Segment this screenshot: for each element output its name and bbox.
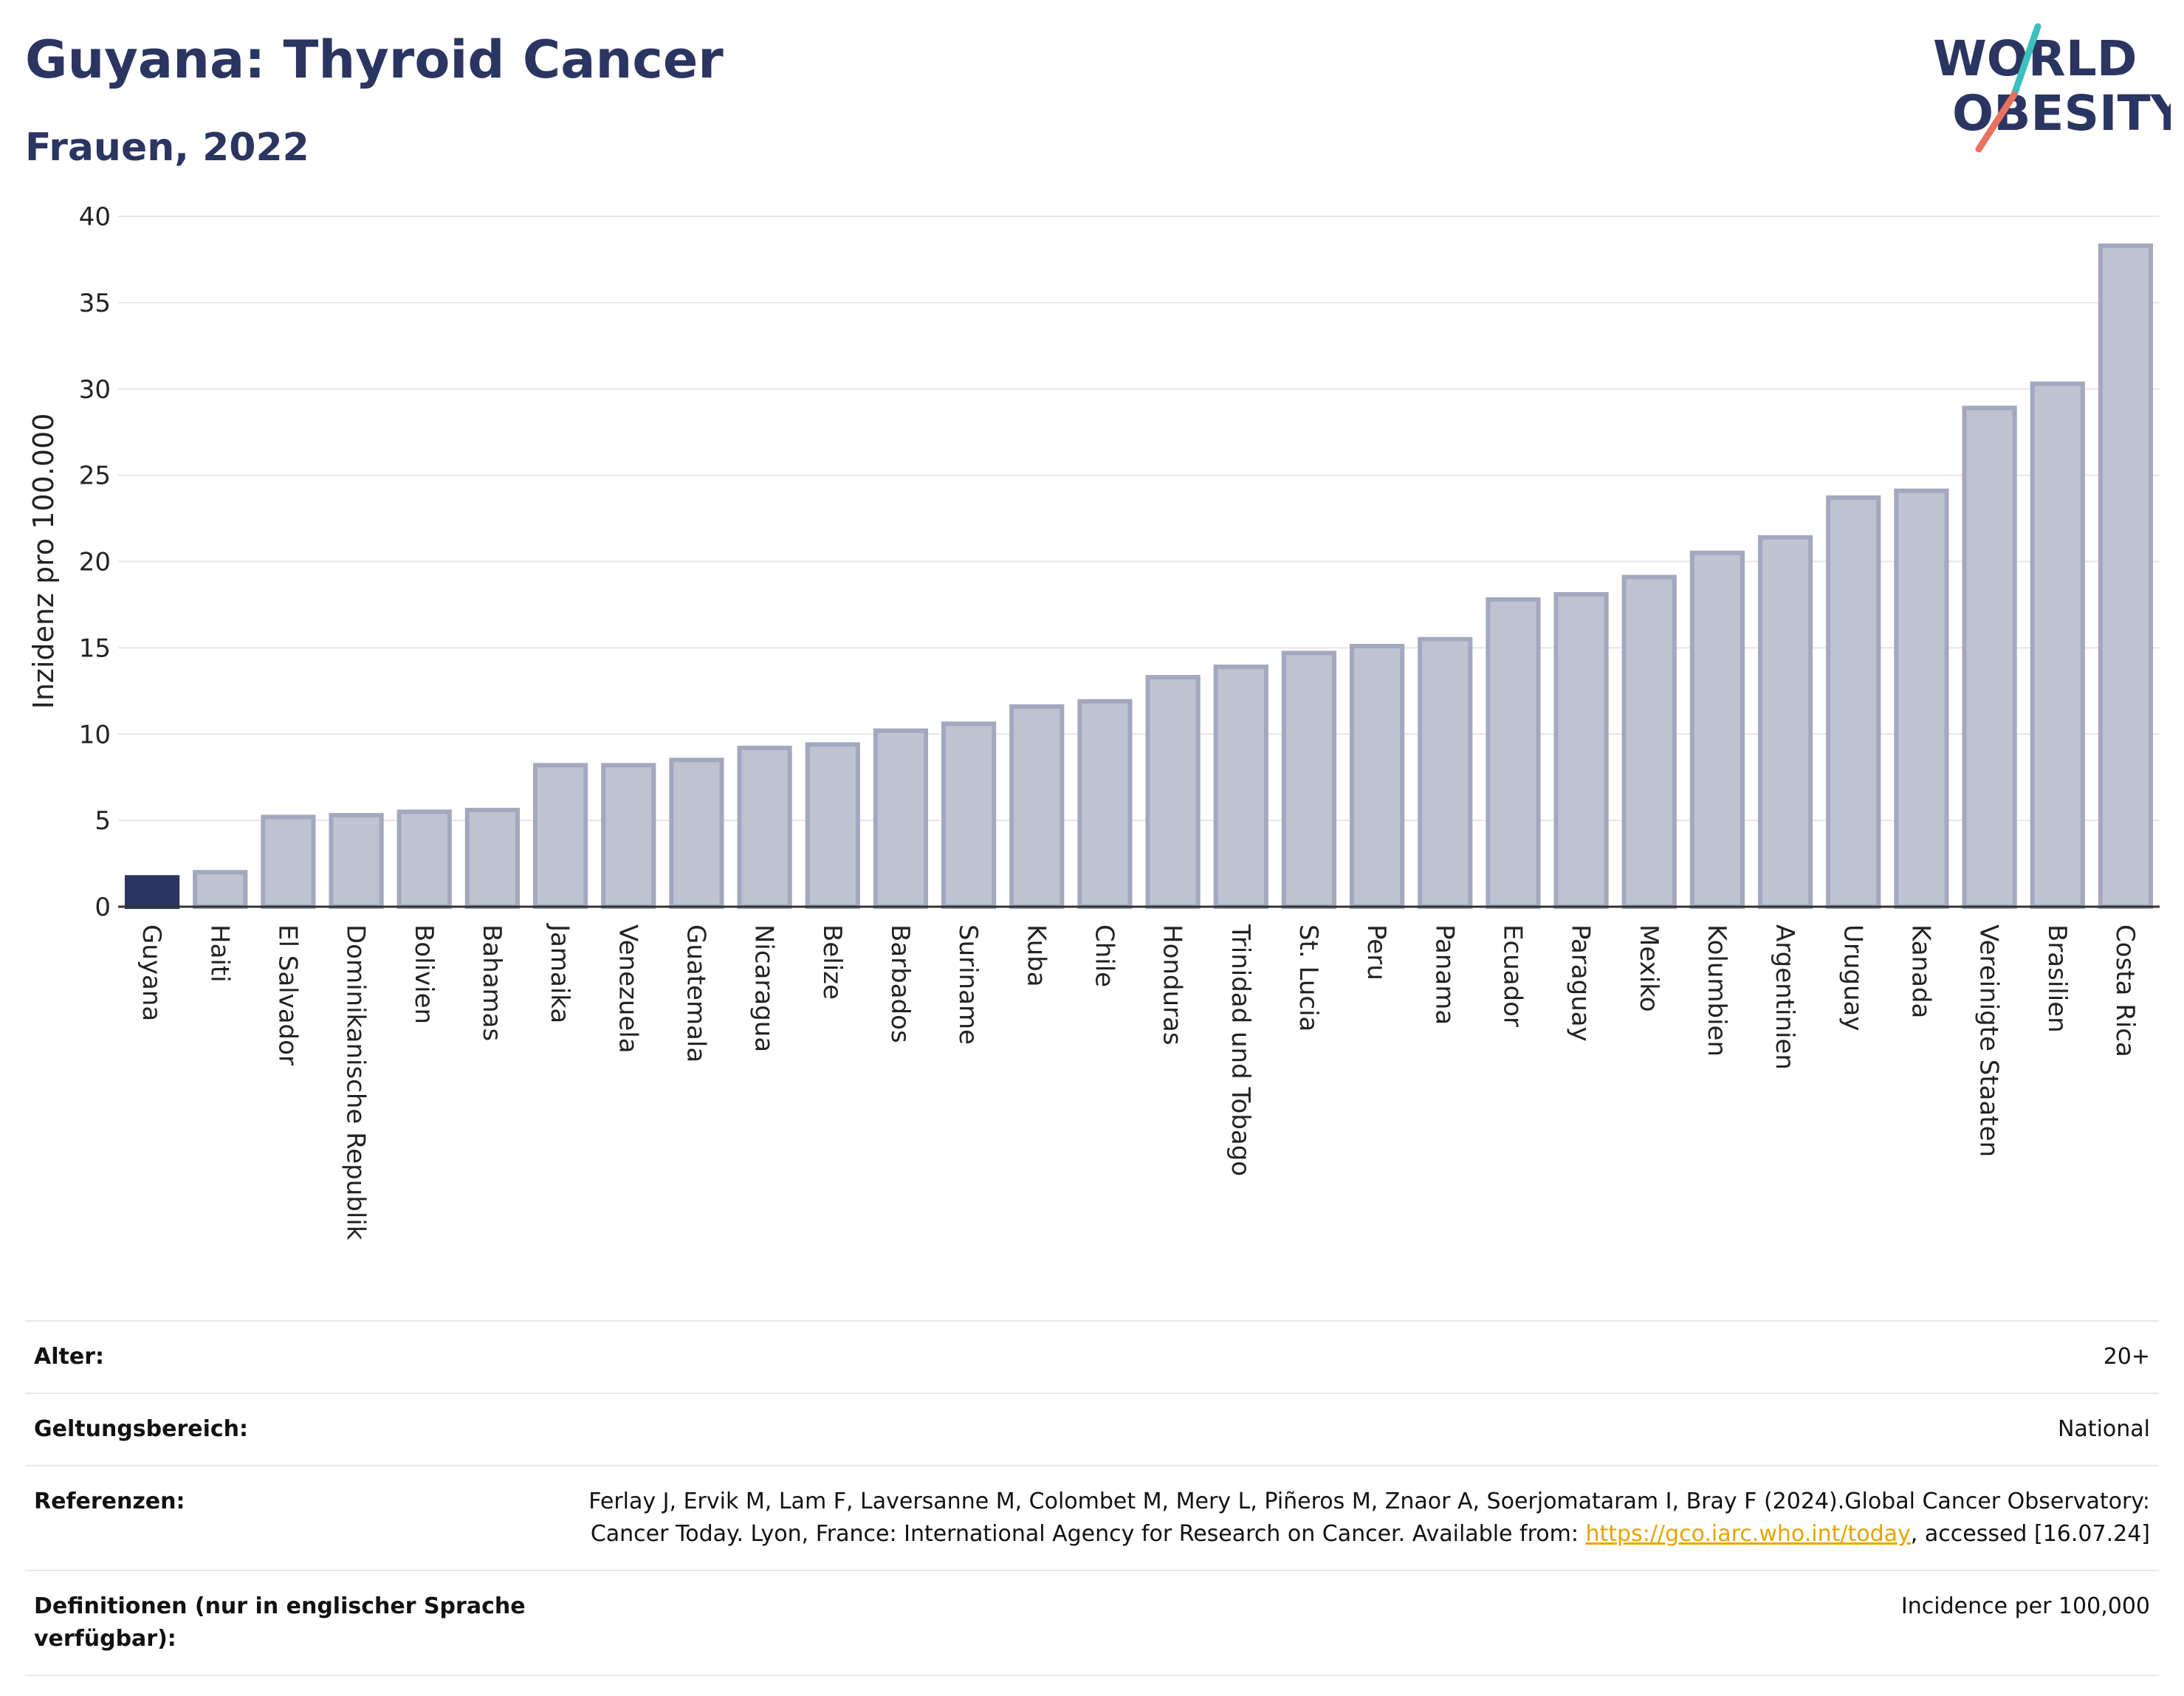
x-tick-label: Panama <box>1429 924 1459 1025</box>
bar-brasilien <box>2030 381 2085 909</box>
gridlines <box>118 216 2160 822</box>
bar-dominikanische-republik <box>329 813 384 910</box>
bar-st-lucia <box>1281 650 1337 909</box>
meta-key-scope: Geltungsbereich: <box>34 1416 249 1442</box>
meta-value-age: 20+ <box>2103 1344 2150 1370</box>
x-tick-label: Paraguay <box>1566 924 1596 1042</box>
x-tick-label: Peru <box>1361 924 1391 981</box>
bar-chart: 0 5 10 15 20 25 30 35 40 Guyana Haiti El Salvador D… <box>27 202 2160 1240</box>
bar-kolumbien <box>1689 550 1745 909</box>
x-tick-label: Nicaragua <box>749 924 779 1052</box>
x-tick-label: Kolumbien <box>1702 924 1731 1057</box>
meta-row-scope: Geltungsbereich: National <box>25 1393 2159 1465</box>
bar-argentinien <box>1757 535 1813 910</box>
x-tick-label: Guyana <box>137 924 166 1021</box>
x-tick-label: Uruguay <box>1838 924 1867 1031</box>
x-tick-label: Honduras <box>1158 924 1187 1046</box>
bar-ecuador <box>1486 597 1541 909</box>
y-tick-label: 0 <box>95 893 111 922</box>
x-tick-label: Ecuador <box>1497 924 1527 1027</box>
meta-row-references: Referenzen: Ferlay J, Ervik M, Lam F, La… <box>25 1465 2159 1570</box>
x-tick-label: Suriname <box>953 924 983 1045</box>
x-tick-label: Kuba <box>1021 924 1051 987</box>
bars <box>124 243 2154 910</box>
bar-kuba <box>1009 704 1065 909</box>
logo-slash-teal <box>2010 23 2042 98</box>
meta-value-definitions: Incidence per 100,000 <box>1900 1593 2150 1619</box>
bar-barbados <box>873 728 929 910</box>
chart-subtitle: Frauen, 2022 <box>25 126 309 170</box>
bar-costa-rica <box>2098 243 2154 909</box>
x-tick-label: Vereinigte Staaten <box>1974 924 2004 1157</box>
bar-mexiko <box>1621 574 1677 909</box>
bar-uruguay <box>1826 495 1881 909</box>
bar-jamaika <box>532 763 588 909</box>
meta-row-age: Alter: 20+ <box>25 1320 2159 1393</box>
x-tick-label: Trinidad und Tobago <box>1226 924 1255 1176</box>
references-text: Ferlay J, Ervik M, Lam F, Laversanne M, … <box>588 1489 2150 1547</box>
references-accessed: , accessed [16.07.24] <box>1910 1521 2150 1547</box>
y-tick-label: 15 <box>79 634 111 663</box>
x-tick-label: Guatemala <box>681 924 710 1062</box>
meta-key-definitions: Definitionen (nur in englischer Sprache … <box>34 1593 526 1652</box>
bar-kanada <box>1894 488 1949 909</box>
metadata-table: Alter: 20+ Geltungsbereich: National Ref… <box>25 1320 2159 1676</box>
bar-honduras <box>1145 675 1201 909</box>
y-axis-label: Inzidenz pro 100.000 <box>27 413 60 710</box>
x-tick-label: Costa Rica <box>2110 924 2140 1057</box>
x-tick-label: Brasilien <box>2042 924 2072 1033</box>
y-tick-label: 40 <box>79 202 111 232</box>
y-axis-ticks: 0 5 10 15 20 25 30 35 40 <box>79 202 111 922</box>
bar-vereinigte-staaten <box>1962 405 2017 909</box>
bar-haiti <box>193 870 248 909</box>
logo-slash-coral <box>1975 91 2018 153</box>
x-axis-ticks: Guyana Haiti El Salvador Dominikanische Rep… <box>137 923 2140 1240</box>
bar-venezuela <box>601 763 656 909</box>
y-tick-label: 35 <box>79 289 111 318</box>
bar-belize <box>805 742 860 910</box>
x-tick-label: Dominikanische Republik <box>341 924 371 1240</box>
bar-bahamas <box>464 808 521 909</box>
meta-key-references: Referenzen: <box>34 1489 185 1514</box>
x-tick-label: Venezuela <box>613 924 642 1054</box>
y-tick-label: 10 <box>79 720 111 749</box>
chart-title: Guyana: Thyroid Cancer <box>25 30 724 90</box>
x-tick-label: Chile <box>1089 924 1119 987</box>
x-tick-label: Barbados <box>885 924 915 1043</box>
x-tick-label: Jamaika <box>545 923 574 1023</box>
references-link[interactable]: https://gco.iarc.who.int/today <box>1585 1521 1911 1547</box>
y-tick-label: 30 <box>79 375 111 405</box>
bar-guyana <box>124 875 180 909</box>
bar-chile <box>1077 698 1133 910</box>
x-tick-label: Argentinien <box>1770 924 1799 1070</box>
bar-nicaragua <box>737 745 792 910</box>
x-tick-label: Belize <box>817 924 847 1000</box>
x-tick-label: Mexiko <box>1634 924 1663 1012</box>
meta-row-definitions: Definitionen (nur in englischer Sprache … <box>25 1570 2159 1676</box>
y-tick-label: 25 <box>79 461 111 491</box>
x-tick-label: Kanada <box>1906 924 1935 1018</box>
bar-trinidad-und-tobago <box>1213 665 1268 910</box>
x-tick-label: St. Lucia <box>1294 924 1323 1031</box>
y-tick-label: 20 <box>79 548 111 577</box>
y-tick-label: 5 <box>95 806 111 836</box>
bar-panama <box>1418 636 1473 909</box>
world-obesity-logo: WORLD OBESITY <box>1933 23 2171 153</box>
bar-el-salvador <box>261 814 316 909</box>
bar-suriname <box>941 721 997 909</box>
bar-bolivien <box>396 809 452 909</box>
bar-peru <box>1349 644 1405 909</box>
bar-paraguay <box>1553 591 1609 909</box>
meta-value-references: Ferlay J, Ervik M, Lam F, Laversanne M, … <box>563 1486 2150 1551</box>
meta-key-age: Alter: <box>34 1344 104 1370</box>
x-tick-label: Bolivien <box>409 924 439 1024</box>
x-tick-label: El Salvador <box>272 924 302 1065</box>
x-tick-label: Haiti <box>205 924 234 983</box>
bar-guatemala <box>669 758 724 909</box>
meta-value-scope: National <box>2057 1416 2150 1442</box>
x-tick-label: Bahamas <box>477 924 506 1041</box>
